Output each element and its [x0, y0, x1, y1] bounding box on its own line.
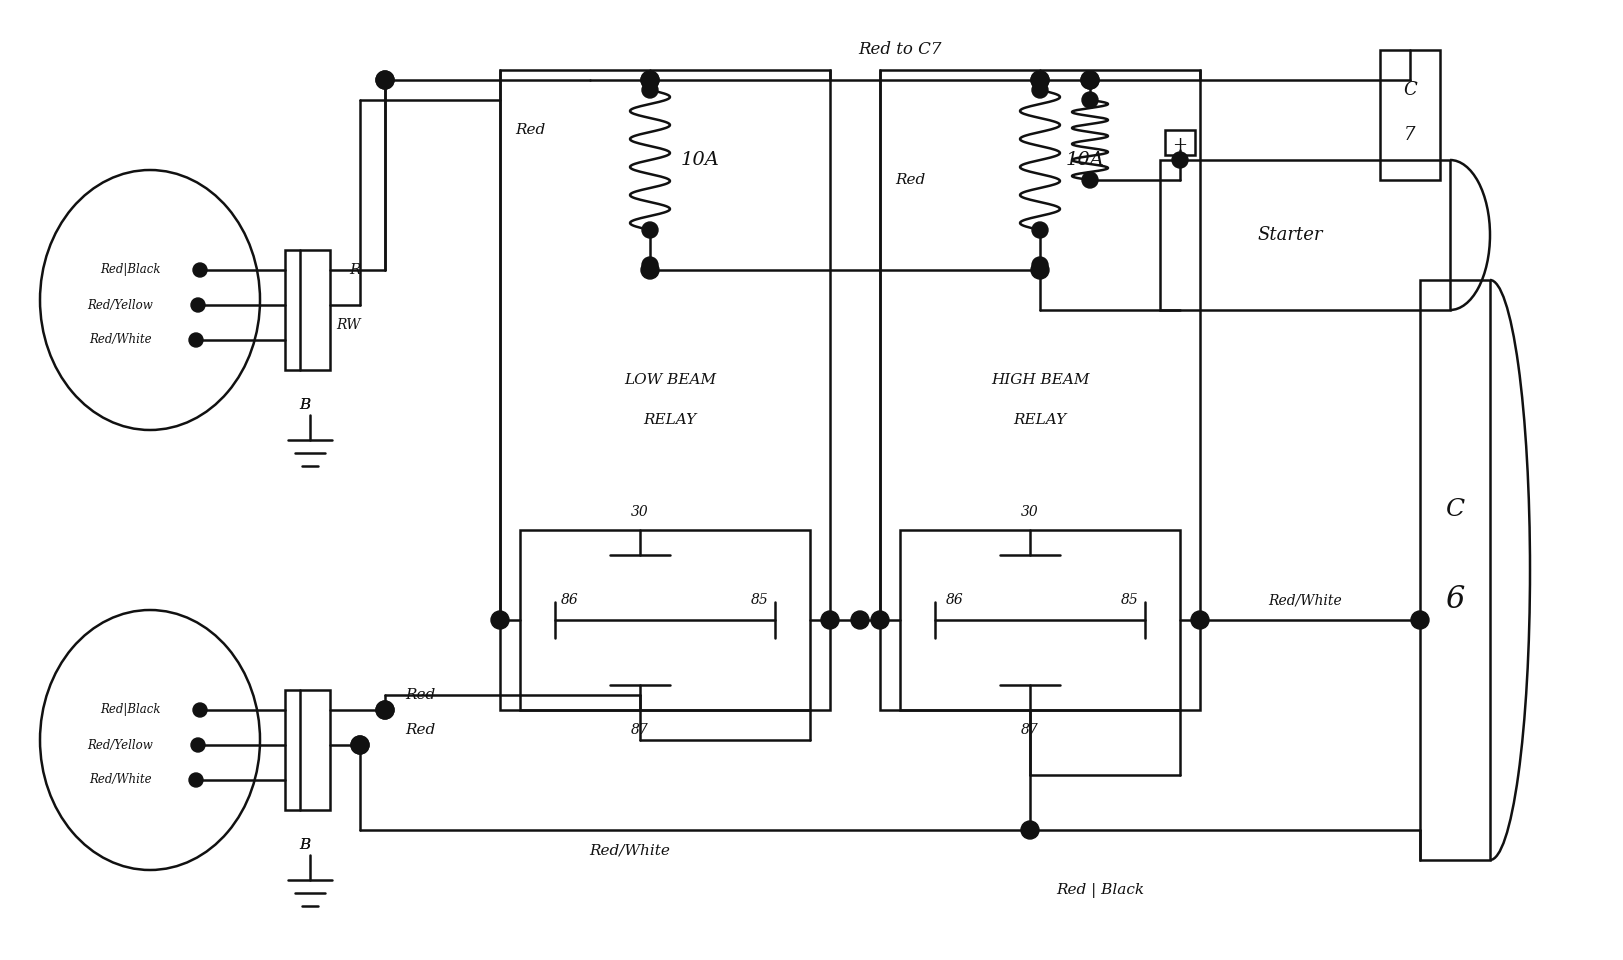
- Circle shape: [193, 263, 206, 277]
- Text: B: B: [299, 398, 310, 412]
- Circle shape: [641, 71, 659, 89]
- Circle shape: [1031, 71, 1048, 89]
- Text: 87: 87: [1021, 723, 1039, 737]
- Circle shape: [1081, 172, 1097, 188]
- Text: Starter: Starter: [1256, 226, 1323, 244]
- Text: 6: 6: [1444, 585, 1464, 615]
- Text: Red/Yellow: Red/Yellow: [88, 738, 153, 752]
- Circle shape: [850, 611, 868, 629]
- Circle shape: [351, 736, 368, 754]
- Circle shape: [1081, 92, 1097, 108]
- Circle shape: [377, 701, 394, 719]
- Text: Red|Black: Red|Black: [99, 263, 161, 276]
- Circle shape: [192, 738, 204, 752]
- Circle shape: [377, 701, 394, 719]
- Text: C: C: [1402, 81, 1415, 99]
- Text: RELAY: RELAY: [643, 413, 696, 427]
- Circle shape: [1081, 71, 1099, 89]
- Text: 7: 7: [1404, 126, 1415, 144]
- Circle shape: [188, 773, 203, 787]
- Text: Red: Red: [404, 688, 435, 702]
- Text: Red|Black: Red|Black: [99, 704, 161, 716]
- Circle shape: [377, 71, 394, 89]
- Text: 86: 86: [946, 593, 964, 607]
- Text: +: +: [1172, 136, 1186, 154]
- Text: B: B: [299, 398, 310, 412]
- Circle shape: [1172, 152, 1188, 168]
- Circle shape: [821, 611, 839, 629]
- Circle shape: [1031, 71, 1048, 89]
- Text: B: B: [299, 838, 310, 852]
- Circle shape: [641, 82, 657, 98]
- Circle shape: [1031, 82, 1047, 98]
- Text: HIGH BEAM: HIGH BEAM: [990, 373, 1089, 387]
- Circle shape: [490, 611, 508, 629]
- Circle shape: [641, 71, 659, 89]
- Text: RELAY: RELAY: [1013, 413, 1066, 427]
- Circle shape: [193, 703, 206, 717]
- Text: Red: Red: [514, 123, 545, 137]
- Text: 30: 30: [1021, 505, 1039, 519]
- Text: R: R: [349, 263, 360, 277]
- Text: Red/White: Red/White: [89, 333, 151, 347]
- Text: Red to C7: Red to C7: [857, 41, 941, 59]
- Circle shape: [1410, 611, 1428, 629]
- Text: 85: 85: [751, 593, 768, 607]
- Circle shape: [192, 298, 204, 312]
- Text: Red/White: Red/White: [589, 843, 670, 857]
- Text: 30: 30: [631, 505, 649, 519]
- Text: 10A: 10A: [1065, 151, 1104, 169]
- Circle shape: [641, 222, 657, 238]
- Circle shape: [1031, 257, 1047, 273]
- Circle shape: [641, 261, 659, 279]
- Text: Red/White: Red/White: [1268, 593, 1341, 607]
- Circle shape: [870, 611, 888, 629]
- Text: Red/Yellow: Red/Yellow: [88, 299, 153, 311]
- Text: Red: Red: [894, 173, 925, 187]
- Text: Red | Black: Red | Black: [1055, 882, 1143, 898]
- Text: Red: Red: [404, 723, 435, 737]
- Text: RW: RW: [336, 318, 360, 332]
- Text: Red/White: Red/White: [89, 774, 151, 786]
- Circle shape: [641, 257, 657, 273]
- Text: 86: 86: [562, 593, 578, 607]
- Text: 87: 87: [631, 723, 649, 737]
- Circle shape: [1031, 222, 1047, 238]
- Text: B: B: [299, 838, 310, 852]
- Circle shape: [377, 71, 394, 89]
- Circle shape: [1081, 71, 1099, 89]
- Text: C: C: [1444, 498, 1464, 521]
- Circle shape: [1190, 611, 1208, 629]
- Circle shape: [351, 736, 368, 754]
- Text: LOW BEAM: LOW BEAM: [623, 373, 716, 387]
- Circle shape: [1031, 261, 1048, 279]
- Text: 10A: 10A: [680, 151, 719, 169]
- Circle shape: [188, 333, 203, 347]
- Text: 85: 85: [1120, 593, 1138, 607]
- Circle shape: [1021, 821, 1039, 839]
